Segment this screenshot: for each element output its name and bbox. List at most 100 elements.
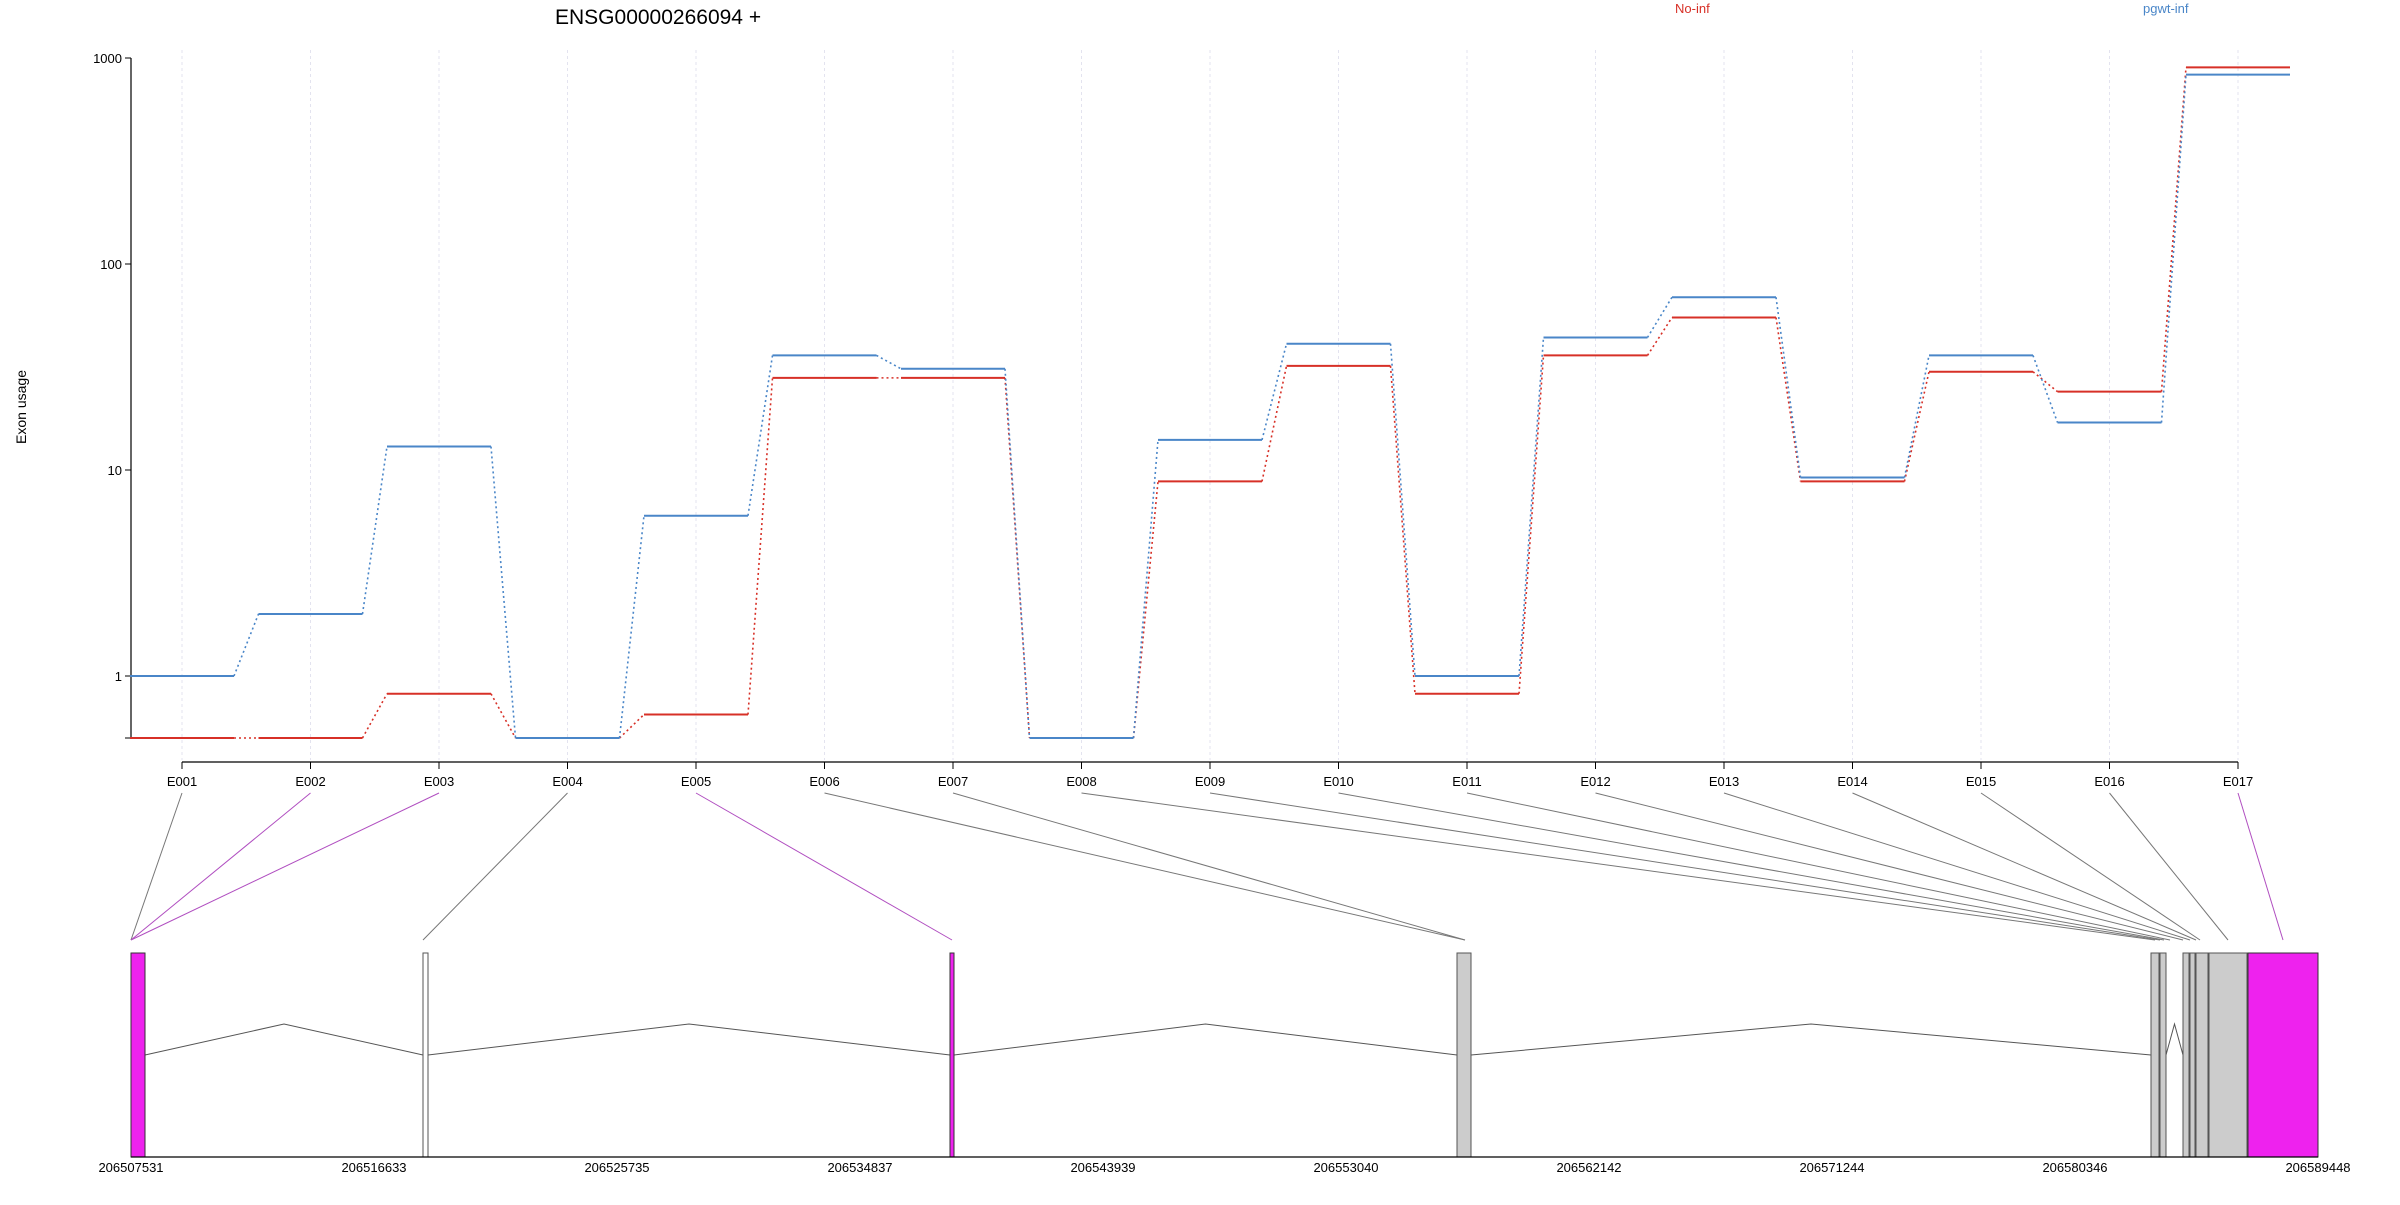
chart-title: ENSG00000266094 + (555, 6, 761, 29)
series-no-inf-connector-2 (361, 693, 388, 739)
genomic-coordinate-label: 206553040 (1313, 1160, 1378, 1175)
series-no-inf-connector-4 (618, 713, 645, 739)
exon-box-10 (2208, 952, 2248, 1158)
genomic-coordinate-label: 206562142 (1556, 1160, 1621, 1175)
connector-e009 (1209, 792, 2161, 941)
connector-e008 (1081, 792, 2156, 941)
x-tick-label-e002: E002 (295, 774, 325, 789)
series-pgwt-inf-connector-15 (2032, 355, 2059, 423)
series-pgwt-inf-connector-1 (233, 613, 260, 677)
series-pgwt-inf-connector-8 (1132, 439, 1159, 739)
series-pgwt-inf-connector-5 (747, 355, 774, 516)
genomic-coordinate-label: 206516633 (341, 1160, 406, 1175)
connector-e005 (695, 792, 953, 941)
series-no-inf-connector-3 (490, 693, 517, 739)
exon-box-1 (130, 952, 146, 1158)
series-no-inf-connector-16 (2160, 67, 2187, 392)
series-pgwt-inf-connector-14 (1903, 355, 1930, 478)
legend-no-inf: No-inf (1675, 1, 1710, 16)
series-no-inf-connector-12 (1646, 317, 1673, 356)
genomic-coordinate-label: 206507531 (98, 1160, 163, 1175)
x-tick-label-e001: E001 (167, 774, 197, 789)
legend-pgwt-inf: pgwt-inf (2143, 1, 2189, 16)
y-tick-label-100: 100 (100, 257, 122, 272)
exon-box-9 (2195, 952, 2209, 1158)
genomic-coordinate-label: 206525735 (584, 1160, 649, 1175)
genomic-coordinate-label: 206589448 (2285, 1160, 2350, 1175)
series-lines (130, 66, 2290, 739)
exon-box-3 (949, 952, 955, 1158)
connector-e001 (130, 792, 183, 941)
intron-4 (1470, 1023, 2152, 1056)
series-pgwt-inf-connector-11 (1518, 337, 1545, 677)
exon-box-5 (2150, 952, 2160, 1158)
x-tick-label-e017: E017 (2223, 774, 2253, 789)
x-tick-label-e008: E008 (1066, 774, 1096, 789)
genomic-coordinate-label: 206543939 (1070, 1160, 1135, 1175)
x-tick-label-e013: E013 (1709, 774, 1739, 789)
exon-box-7 (2182, 952, 2190, 1158)
intron-6 (2165, 1022, 2184, 1056)
connector-e006 (824, 792, 1466, 941)
series-no-inf-connector-8 (1132, 481, 1159, 739)
series-no-inf-connector-13 (1775, 317, 1802, 482)
connector-e004 (422, 792, 568, 941)
gridlines (181, 50, 2239, 760)
exon-connectors (130, 792, 2284, 941)
series-pgwt-inf-connector-13 (1775, 297, 1802, 478)
genomic-coordinate-label: 206580346 (2042, 1160, 2107, 1175)
series-no-inf-connector-15 (2032, 371, 2059, 393)
intron-1 (144, 1023, 424, 1056)
y-tick-label-1000: 1000 (93, 51, 122, 66)
connector-e003 (130, 792, 440, 941)
connector-e017 (2237, 792, 2284, 941)
x-tick-label-e007: E007 (938, 774, 968, 789)
series-pgwt-inf-connector-2 (361, 446, 388, 615)
x-tick-label-e016: E016 (2094, 774, 2124, 789)
y-tick-label-1: 1 (115, 669, 122, 684)
series-pgwt-inf-connector-3 (490, 446, 517, 739)
series-no-inf-connector-10 (1389, 365, 1416, 694)
series-pgwt-inf-connector-4 (618, 515, 645, 739)
genomic-coordinate-label: 206534837 (827, 1160, 892, 1175)
x-tick-label-e006: E006 (809, 774, 839, 789)
connector-e002 (130, 792, 311, 941)
x-tick-label-e004: E004 (552, 774, 582, 789)
exon-box-2 (422, 952, 429, 1158)
x-tick-label-e005: E005 (681, 774, 711, 789)
y-tick-label-10: 10 (108, 463, 122, 478)
connector-e012 (1595, 792, 2184, 941)
x-tick-label-e015: E015 (1966, 774, 1996, 789)
series-pgwt-inf-connector-12 (1646, 296, 1673, 338)
x-tick-label-e010: E010 (1323, 774, 1353, 789)
exon-box-4 (1456, 952, 1472, 1158)
x-tick-label-e012: E012 (1580, 774, 1610, 789)
connector-e014 (1852, 792, 2197, 941)
exon-box-8 (2189, 952, 2196, 1158)
intron-3 (953, 1023, 1458, 1056)
connector-e011 (1466, 792, 2171, 941)
series-pgwt-inf-connector-16 (2160, 74, 2187, 423)
connector-e010 (1338, 792, 2165, 941)
series-no-inf-connector-5 (747, 377, 774, 715)
axes: 1 10 100 1000 E001 E002 E003 E004 E005 E006 E007 E0… (93, 51, 2253, 789)
series-pgwt-inf-connector-6 (876, 354, 902, 370)
connector-e015 (1980, 792, 2201, 941)
connector-e007 (952, 792, 1466, 941)
y-axis-label: Exon usage (13, 370, 29, 444)
x-tick-label-e014: E014 (1837, 774, 1867, 789)
x-tick-label-e003: E003 (424, 774, 454, 789)
series-pgwt-inf-connector-7 (1004, 368, 1031, 739)
series-no-inf-connector-11 (1518, 355, 1545, 694)
gene-model: 206507531 206516633 206525735 206534837 2065… (98, 952, 2351, 1175)
exon-box-6 (2159, 952, 2167, 1158)
series-no-inf-connector-7 (1004, 377, 1031, 739)
connector-e013 (1723, 792, 2191, 941)
series-no-inf-connector-14 (1903, 371, 1930, 482)
x-tick-label-e011: E011 (1452, 774, 1481, 789)
genomic-coordinate-label: 206571244 (1799, 1160, 1864, 1175)
exon-box-11 (2247, 952, 2319, 1158)
connector-e016 (2109, 792, 2229, 941)
